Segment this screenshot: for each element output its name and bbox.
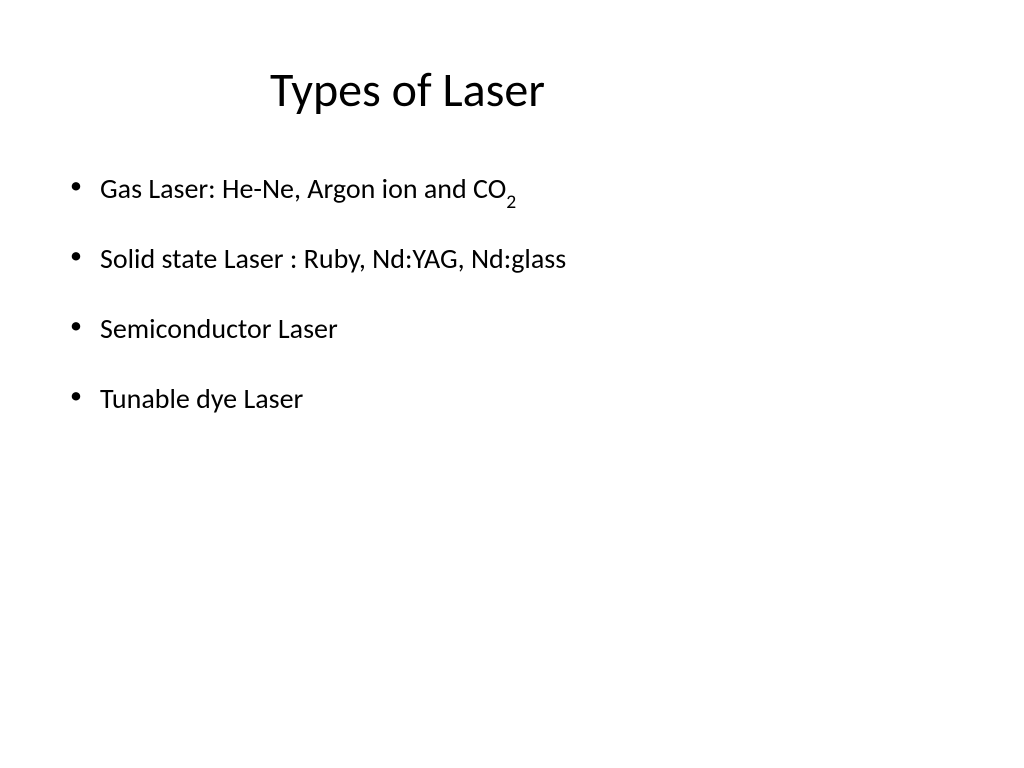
bullet-text-pre: Semiconductor Laser (100, 311, 338, 346)
bullet-text-pre: Tunable dye Laser (100, 381, 303, 416)
bullet-item: Solid state Laser : Ruby, Nd:YAG, Nd:gla… (70, 239, 974, 283)
bullet-text-pre: Solid state Laser : Ruby, Nd:YAG, Nd:gla… (100, 241, 566, 276)
slide-title: Types of Laser (270, 60, 974, 119)
bullet-item: Gas Laser: He-Ne, Argon ion and CO2 (70, 169, 974, 213)
bullet-text-pre: Gas Laser: He-Ne, Argon ion and CO (100, 171, 506, 206)
bullet-item: Semiconductor Laser (70, 309, 974, 353)
bullet-subscript: 2 (506, 190, 516, 214)
bullet-item: Tunable dye Laser (70, 379, 974, 423)
bullet-list: Gas Laser: He-Ne, Argon ion and CO2 Soli… (50, 169, 974, 423)
slide-container: Types of Laser Gas Laser: He-Ne, Argon i… (0, 0, 1024, 768)
